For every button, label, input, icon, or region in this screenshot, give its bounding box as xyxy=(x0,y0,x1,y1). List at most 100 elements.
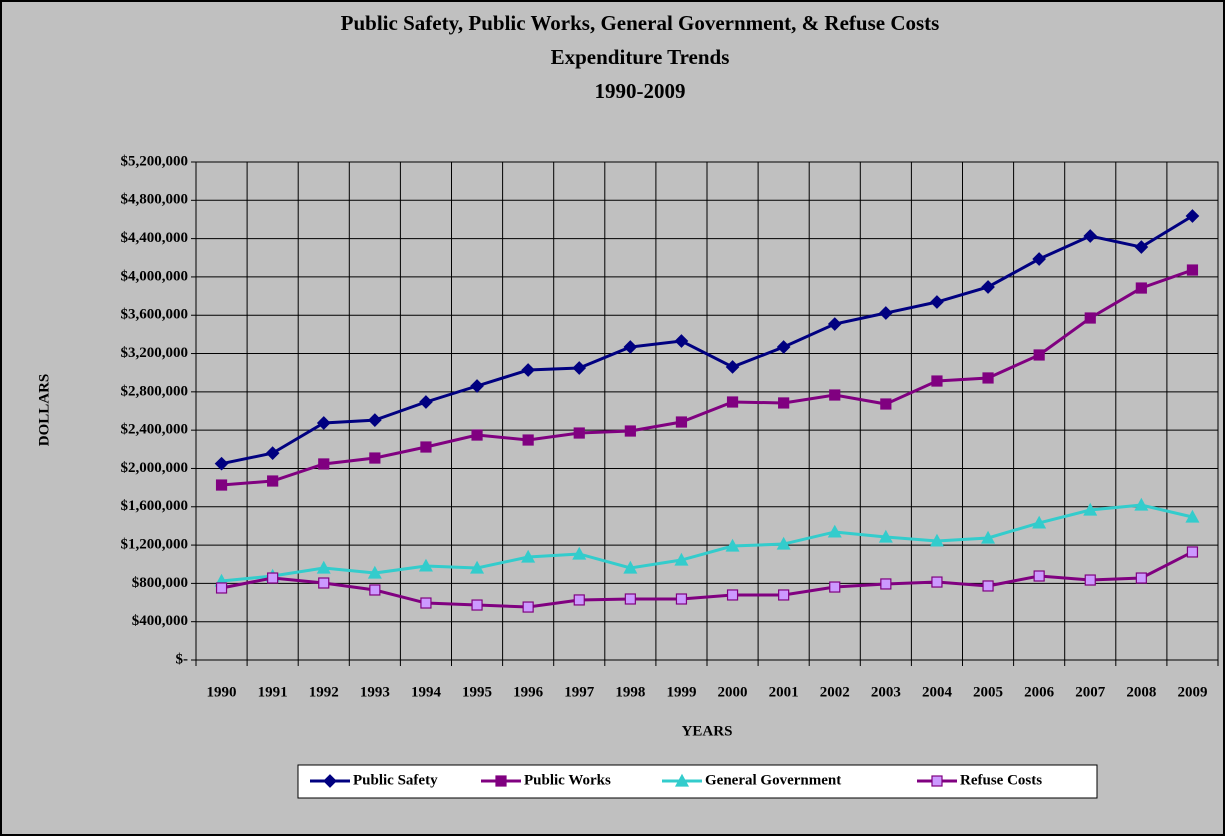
triangle-marker xyxy=(367,565,382,579)
legend-label: Refuse Costs xyxy=(960,772,1042,788)
y-tick-label: $5,200,000 xyxy=(121,153,189,169)
diamond-marker xyxy=(827,317,842,331)
square-marker xyxy=(471,429,483,441)
square-marker xyxy=(420,597,432,609)
diamond-marker xyxy=(1185,209,1200,223)
triangle-marker xyxy=(521,549,536,563)
y-tick-label: $400,000 xyxy=(132,613,188,629)
x-tick-label: 1997 xyxy=(564,684,595,700)
square-marker xyxy=(778,397,790,409)
triangle-marker xyxy=(878,529,893,543)
diamond-marker xyxy=(879,306,893,320)
legend-label: General Government xyxy=(705,772,841,788)
square-marker xyxy=(624,593,636,605)
diamond-marker xyxy=(316,416,331,430)
square-marker xyxy=(1033,349,1045,361)
square-marker xyxy=(1135,572,1147,584)
diamond-marker xyxy=(623,340,638,354)
y-tick-label: $3,200,000 xyxy=(121,345,189,361)
y-tick-label: $4,800,000 xyxy=(121,192,189,208)
diamond-marker xyxy=(368,413,382,427)
square-marker xyxy=(624,425,636,437)
triangle-marker xyxy=(470,560,485,574)
diamond-marker xyxy=(323,774,337,788)
x-tick-label: 2009 xyxy=(1177,684,1207,700)
x-tick-label: 1991 xyxy=(258,684,288,700)
y-tick-label: $2,800,000 xyxy=(121,383,189,399)
triangle-marker xyxy=(827,524,842,538)
y-tick-label: $800,000 xyxy=(132,575,188,591)
x-tick-label: 2005 xyxy=(973,684,1003,700)
x-tick-label: 2007 xyxy=(1075,684,1106,700)
chart-title: Public Safety, Public Works, General Gov… xyxy=(341,11,940,35)
triangle-marker xyxy=(418,558,433,572)
square-marker xyxy=(522,601,534,613)
square-marker xyxy=(880,398,892,410)
triangle-marker xyxy=(776,536,791,550)
diamond-marker xyxy=(521,363,535,377)
triangle-marker xyxy=(725,538,740,552)
square-marker xyxy=(726,396,739,408)
y-tick-label: $4,000,000 xyxy=(121,268,189,284)
x-tick-label: 1996 xyxy=(513,684,544,700)
chart-title: 1990-2009 xyxy=(595,79,686,103)
diamond-marker xyxy=(725,360,740,374)
series-line xyxy=(221,268,1193,487)
square-marker xyxy=(573,594,585,606)
diamond-marker xyxy=(214,456,229,471)
chart-title: Expenditure Trends xyxy=(551,45,730,69)
square-marker xyxy=(982,372,994,384)
triangle-marker xyxy=(1032,515,1047,529)
diamond-marker xyxy=(930,295,944,309)
x-tick-label: 1993 xyxy=(360,684,390,700)
triangle-marker xyxy=(981,530,996,544)
x-tick-label: 2001 xyxy=(769,684,799,700)
square-marker xyxy=(369,584,381,596)
triangle-marker xyxy=(572,546,587,560)
diamond-marker xyxy=(674,334,689,348)
y-tick-label: $- xyxy=(176,651,189,667)
diamond-marker xyxy=(419,395,433,409)
legend-label: Public Works xyxy=(524,772,611,788)
square-marker xyxy=(880,578,892,590)
triangle-marker xyxy=(1185,509,1200,523)
square-marker xyxy=(675,416,688,428)
y-tick-label: $3,600,000 xyxy=(121,307,189,323)
square-marker xyxy=(495,775,507,787)
square-marker xyxy=(471,599,483,611)
square-marker xyxy=(931,775,943,787)
triangle-marker xyxy=(674,552,689,566)
diamond-marker xyxy=(572,361,587,375)
y-tick-label: $1,600,000 xyxy=(121,498,189,514)
triangle-marker xyxy=(1083,502,1098,516)
square-marker xyxy=(318,577,330,589)
diamond-marker xyxy=(1134,240,1149,254)
square-marker xyxy=(1186,546,1199,558)
square-marker xyxy=(318,458,330,470)
y-tick-label: $4,400,000 xyxy=(121,230,189,246)
triangle-marker xyxy=(1134,497,1149,511)
square-marker xyxy=(1033,570,1045,582)
x-tick-label: 2008 xyxy=(1126,684,1156,700)
diamond-marker xyxy=(1083,229,1098,243)
square-marker xyxy=(675,593,688,605)
diamond-marker xyxy=(470,379,484,393)
square-marker xyxy=(1135,282,1147,294)
triangle-marker xyxy=(674,773,690,787)
square-marker xyxy=(573,427,585,439)
x-tick-label: 2000 xyxy=(718,684,748,700)
square-marker xyxy=(1186,264,1199,276)
x-tick-label: 2006 xyxy=(1024,684,1055,700)
square-marker xyxy=(931,375,943,387)
square-marker xyxy=(420,441,432,453)
y-tick-label: $2,400,000 xyxy=(121,422,189,438)
square-marker xyxy=(829,581,841,593)
triangle-marker xyxy=(623,560,638,574)
square-marker xyxy=(726,589,739,601)
x-tick-label: 1994 xyxy=(411,684,442,700)
square-marker xyxy=(215,582,228,594)
square-marker xyxy=(1084,312,1096,324)
square-marker xyxy=(829,389,841,401)
